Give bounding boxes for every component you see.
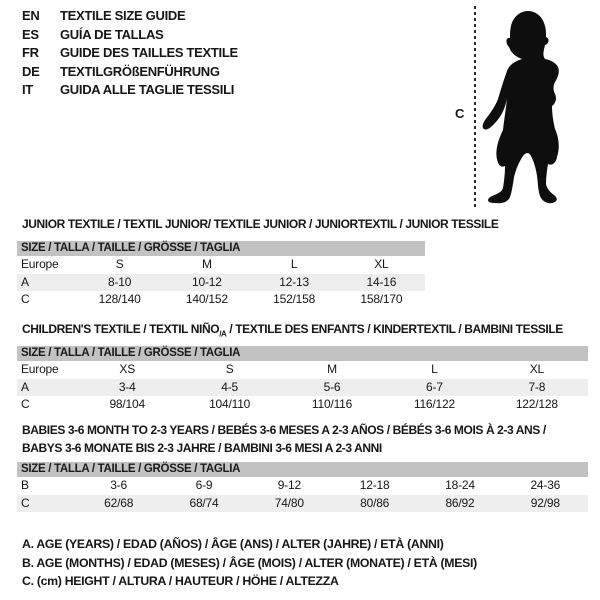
row-label: C [21, 495, 30, 510]
title-text: CHILDREN'S TEXTILE / TEXTIL NIÑO [22, 322, 220, 336]
language-title: TEXTILE SIZE GUIDE [60, 8, 186, 23]
table-row: B 3-6 6-9 9-12 12-18 18-24 24-36 [17, 477, 588, 495]
footnote-line: B. AGE (MONTHS) / EDAD (MESES) / ÂGE (MO… [22, 555, 477, 570]
language-row: IT GUIDA ALLE TAGLIE TESSILI [22, 81, 238, 100]
size-cell: 158/170 [360, 292, 403, 306]
row-label: Europe [21, 362, 59, 376]
table-row: C 62/68 68/74 74/80 80/86 86/92 92/98 [17, 494, 588, 512]
language-title: GUÍA DE TALLAS [60, 26, 164, 42]
language-title: GUIDA ALLE TAGLIE TESSILI [60, 82, 235, 97]
table-row: C 128/140 140/152 152/158 158/170 [17, 291, 425, 309]
size-header-bar: SIZE / TALLA / TAILLE / GRÖSSE / TAGLIA [17, 462, 588, 477]
childrens-table-title: CHILDREN'S TEXTILE / TEXTIL NIÑO/A / TEX… [22, 320, 563, 343]
size-cell: XL [374, 257, 389, 271]
language-code: IT [22, 82, 33, 97]
size-cell: 140/152 [185, 292, 228, 306]
size-cell: 122/128 [515, 397, 558, 411]
height-measure-label: C [455, 106, 465, 121]
size-cell: 24-36 [530, 478, 561, 492]
size-cell: 86/92 [445, 495, 475, 510]
size-cell: XS [119, 362, 135, 376]
size-cell: 74/80 [274, 495, 304, 510]
size-cell: 128/140 [98, 292, 141, 306]
babies-table-title: BABIES 3-6 MONTH TO 2-3 YEARS / BEBÉS 3-… [22, 421, 546, 457]
language-row: FR GUIDE DES TAILLES TEXTILE [22, 44, 238, 63]
footnote-line: C. (cm) HEIGHT / ALTURA / HAUTEUR / HÖHE… [22, 574, 339, 589]
language-row: ES GUÍA DE TALLAS [22, 26, 238, 45]
table-row: Europe S M L XL [17, 256, 425, 274]
size-cell: S [115, 257, 124, 271]
size-cell: 12-13 [279, 274, 309, 289]
row-label: A [21, 274, 29, 289]
size-header-bar: SIZE / TALLA / TAILLE / GRÖSSE / TAGLIA [17, 346, 588, 361]
size-cell: 10-12 [192, 274, 222, 289]
title-line: BABIES 3-6 MONTH TO 2-3 YEARS / BEBÉS 3-… [22, 423, 546, 437]
size-cell: 62/68 [104, 495, 134, 510]
footnote-line: A. AGE (YEARS) / EDAD (AÑOS) / ÂGE (ANS)… [22, 537, 444, 551]
size-cell: M [327, 362, 337, 376]
language-code: ES [22, 26, 39, 42]
size-cell: 18-24 [445, 478, 475, 492]
height-measure-line [474, 6, 476, 210]
language-title: GUIDE DES TAILLES TEXTILE [60, 45, 238, 60]
size-cell: 8-10 [108, 274, 132, 289]
size-header-bar: SIZE / TALLA / TAILLE / GRÖSSE / TAGLIA [17, 241, 425, 256]
size-cell: 116/122 [413, 397, 455, 411]
size-cell: 5-6 [323, 379, 341, 394]
size-cell: L [290, 257, 298, 271]
size-cell: 98/104 [109, 397, 145, 411]
size-cell: 3-6 [110, 478, 128, 492]
size-cell: 14-16 [366, 274, 397, 289]
title-line: BABYS 3-6 MONATE BIS 2-3 JAHRE / BAMBINI… [22, 441, 382, 455]
language-code: DE [22, 63, 40, 79]
language-code: EN [22, 8, 40, 23]
size-cell: 3-4 [118, 379, 136, 394]
size-cell: 6-7 [426, 379, 443, 394]
table-row: A 8-10 10-12 12-13 14-16 [17, 273, 425, 291]
size-cell: 104/110 [209, 397, 251, 411]
row-label: C [21, 397, 30, 411]
size-cell: 110/116 [311, 397, 353, 411]
size-cell: 6-9 [195, 478, 213, 492]
size-cell: 7-8 [528, 379, 546, 394]
language-code: FR [22, 45, 39, 60]
language-row: DE TEXTILGRÖßENFÜHRUNG [22, 63, 238, 82]
size-cell: 80/86 [360, 495, 390, 510]
size-cell: 92/98 [530, 495, 560, 510]
language-title: TEXTILGRÖßENFÜHRUNG [60, 63, 220, 79]
size-cell: 12-18 [359, 478, 390, 492]
row-label: A [21, 379, 29, 394]
size-cell: M [201, 257, 212, 271]
size-cell: 68/74 [189, 495, 219, 510]
footnotes: A. AGE (YEARS) / EDAD (AÑOS) / ÂGE (ANS)… [22, 535, 477, 591]
table-row: Europe XS S M L XL [17, 361, 588, 379]
row-label: B [21, 478, 29, 492]
size-cell: 152/158 [273, 292, 316, 306]
size-cell: XL [529, 362, 544, 376]
baby-silhouette-icon [482, 11, 559, 204]
size-cell: 9-12 [277, 478, 301, 492]
size-cell: S [225, 362, 234, 376]
babies-table: SIZE / TALLA / TAILLE / GRÖSSE / TAGLIA … [17, 462, 588, 512]
junior-table-title: JUNIOR TEXTILE / TEXTIL JUNIOR/ TEXTILE … [22, 217, 499, 231]
table-row: A 3-4 4-5 5-6 6-7 7-8 [17, 378, 588, 396]
language-list: EN TEXTILE SIZE GUIDE ES GUÍA DE TALLAS … [22, 7, 238, 100]
language-row: EN TEXTILE SIZE GUIDE [22, 7, 238, 26]
size-cell: L [431, 362, 438, 376]
row-label: Europe [21, 257, 59, 271]
junior-table: SIZE / TALLA / TAILLE / GRÖSSE / TAGLIA … [17, 241, 425, 309]
row-label: C [21, 292, 30, 306]
childrens-table: SIZE / TALLA / TAILLE / GRÖSSE / TAGLIA … [17, 346, 588, 414]
table-row: C 98/104 104/110 110/116 116/122 122/128 [17, 396, 588, 414]
title-text: / TEXTILE DES ENFANTS / KINDERTEXTIL / B… [226, 322, 563, 336]
title-subscript: /A [219, 329, 227, 339]
size-cell: 4-5 [221, 379, 238, 394]
